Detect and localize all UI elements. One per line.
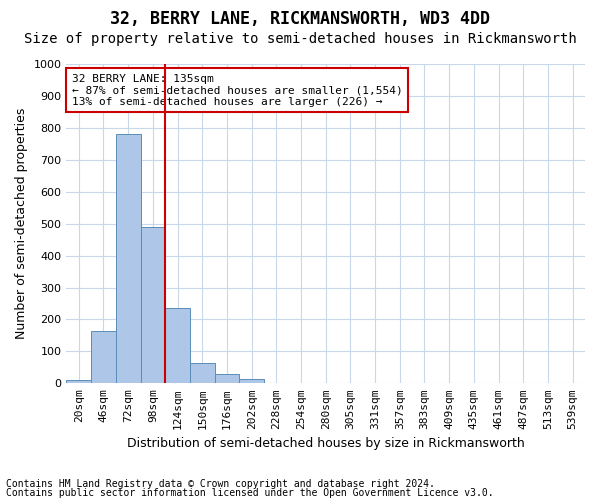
X-axis label: Distribution of semi-detached houses by size in Rickmansworth: Distribution of semi-detached houses by … [127,437,524,450]
Bar [165,308,190,384]
Bar [140,226,165,384]
Text: Contains HM Land Registry data © Crown copyright and database right 2024.: Contains HM Land Registry data © Crown c… [6,479,435,489]
Bar [116,134,140,384]
Bar [67,380,91,384]
Text: Contains public sector information licensed under the Open Government Licence v3: Contains public sector information licen… [6,488,494,498]
Text: 32 BERRY LANE: 135sqm
← 87% of semi-detached houses are smaller (1,554)
13% of s: 32 BERRY LANE: 135sqm ← 87% of semi-deta… [71,74,403,107]
Bar [91,332,116,384]
Text: 32, BERRY LANE, RICKMANSWORTH, WD3 4DD: 32, BERRY LANE, RICKMANSWORTH, WD3 4DD [110,10,490,28]
Text: Size of property relative to semi-detached houses in Rickmansworth: Size of property relative to semi-detach… [23,32,577,46]
Bar [190,363,215,384]
Bar [215,374,239,384]
Y-axis label: Number of semi-detached properties: Number of semi-detached properties [15,108,28,340]
Bar [239,380,264,384]
